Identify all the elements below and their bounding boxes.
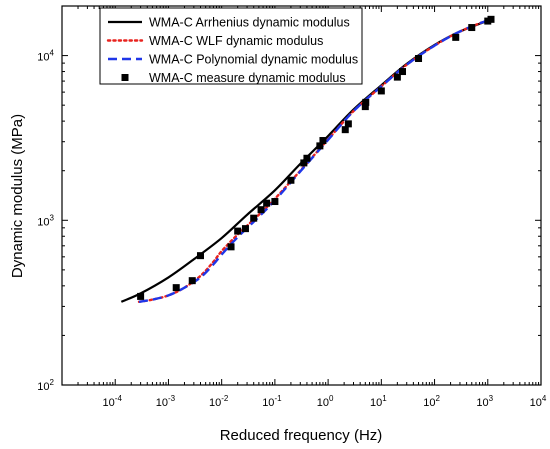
legend-label: WMA-C WLF dynamic modulus: [149, 34, 323, 48]
y-tick-label: 102: [37, 378, 54, 393]
data-point: [362, 98, 370, 106]
x-tick-label: 10-3: [156, 394, 176, 409]
legend-label: WMA-C measure dynamic modulus: [149, 71, 346, 85]
data-point: [257, 206, 265, 214]
x-tick-label: 102: [423, 394, 440, 409]
x-tick-label: 103: [476, 394, 493, 409]
data-point: [271, 198, 279, 206]
data-point: [415, 55, 423, 63]
data-point: [303, 154, 311, 162]
legend-label: WMA-C Polynomial dynamic modulus: [149, 53, 358, 67]
data-point: [137, 292, 145, 300]
data-point: [172, 284, 180, 292]
legend-box: [99, 7, 363, 85]
data-point: [196, 252, 204, 260]
data-point: [241, 225, 249, 233]
data-point: [468, 24, 476, 32]
x-tick-label: 10-1: [262, 394, 282, 409]
series-measured: [137, 15, 495, 300]
data-point: [487, 15, 495, 23]
data-point: [234, 227, 242, 235]
x-tick-label: 10-4: [103, 394, 123, 409]
y-axis-title: Dynamic modulus (MPa): [9, 114, 26, 278]
x-tick-label: 10-2: [209, 394, 229, 409]
data-point: [316, 142, 324, 150]
data-point: [399, 68, 407, 76]
legend-label: WMA-C Arrhenius dynamic modulus: [149, 16, 350, 30]
x-axis-title: Reduced frequency (Hz): [220, 427, 383, 444]
legend: WMA-C Arrhenius dynamic modulus WMA-C WLF…: [99, 7, 363, 85]
data-point: [188, 277, 196, 285]
x-tick-label: 104: [530, 394, 547, 409]
series-layer: [120, 15, 496, 303]
data-point: [227, 243, 235, 251]
data-point: [287, 176, 295, 184]
data-point: [300, 159, 308, 167]
x-tick-label: 100: [317, 394, 334, 409]
data-point: [361, 103, 369, 111]
data-point: [341, 126, 349, 134]
data-point: [452, 33, 460, 41]
data-point: [263, 199, 271, 207]
data-point: [393, 73, 401, 81]
y-tick-label: 103: [37, 213, 54, 228]
y-tick-label: 104: [37, 49, 54, 64]
data-point: [344, 120, 352, 128]
x-tick-label: 101: [370, 394, 387, 409]
plot-frame: [61, 5, 542, 386]
data-point: [250, 214, 258, 222]
data-point: [377, 87, 385, 95]
data-point: [319, 137, 327, 145]
axis-tick-labels: 10-4 10-3 10-2 10-1 100 101 102 103 104 102 103 104: [37, 49, 547, 409]
legend-marker: [121, 74, 129, 81]
